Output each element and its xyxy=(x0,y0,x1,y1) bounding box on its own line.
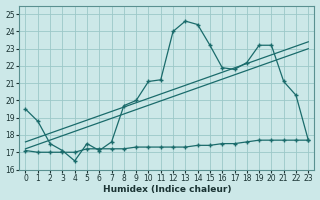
X-axis label: Humidex (Indice chaleur): Humidex (Indice chaleur) xyxy=(103,185,231,194)
